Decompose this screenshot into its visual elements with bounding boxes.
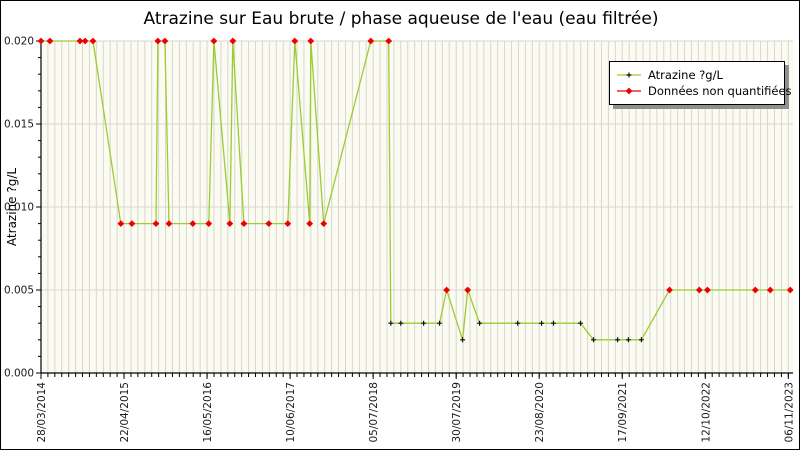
svg-text:28/03/2014: 28/03/2014 bbox=[36, 382, 48, 443]
svg-text:Atrazine ?g/L: Atrazine ?g/L bbox=[5, 168, 19, 246]
legend-item-quantified: Atrazine ?g/L bbox=[616, 67, 776, 83]
svg-text:17/09/2021: 17/09/2021 bbox=[617, 382, 629, 443]
svg-text:0.005: 0.005 bbox=[4, 285, 34, 297]
svg-text:0.010: 0.010 bbox=[4, 202, 34, 214]
legend-label: Données non quantifiées bbox=[648, 84, 792, 98]
quantified-series-marker-icon bbox=[617, 72, 641, 78]
svg-text:30/07/2019: 30/07/2019 bbox=[451, 382, 463, 443]
svg-text:0.000: 0.000 bbox=[4, 368, 34, 380]
legend-label: Atrazine ?g/L bbox=[648, 68, 723, 82]
svg-text:16/05/2016: 16/05/2016 bbox=[202, 382, 214, 443]
svg-text:12/10/2022: 12/10/2022 bbox=[700, 382, 712, 443]
legend: Atrazine ?g/L Données non quantifiées bbox=[609, 61, 792, 105]
svg-text:05/07/2018: 05/07/2018 bbox=[368, 382, 380, 443]
legend-item-non-quantified: Données non quantifiées bbox=[616, 83, 792, 99]
svg-text:0.015: 0.015 bbox=[4, 119, 34, 131]
svg-text:22/04/2015: 22/04/2015 bbox=[119, 382, 131, 443]
non-quantified-series-marker-icon bbox=[617, 87, 641, 95]
svg-text:06/11/2023: 06/11/2023 bbox=[783, 382, 795, 443]
svg-text:10/06/2017: 10/06/2017 bbox=[285, 382, 297, 443]
chart-title: Atrazine sur Eau brute / phase aqueuse d… bbox=[143, 9, 659, 29]
svg-text:23/08/2020: 23/08/2020 bbox=[534, 382, 546, 443]
svg-text:0.020: 0.020 bbox=[4, 36, 34, 48]
